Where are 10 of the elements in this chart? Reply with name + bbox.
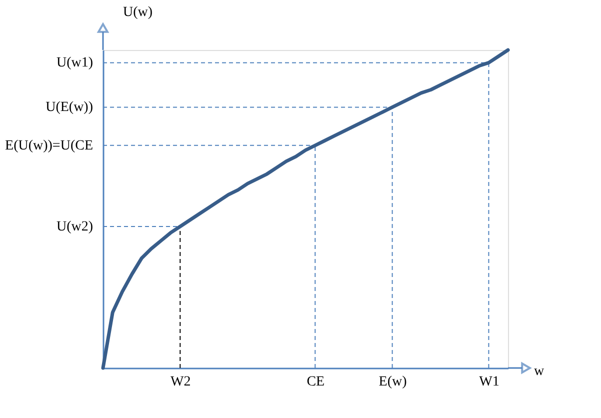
x-tick-label: E(w) (378, 374, 408, 390)
y-axis-title: U(w) (123, 5, 153, 20)
ref-line-label: U(E(w)) (46, 100, 94, 116)
ref-line-label: U(w1) (56, 56, 94, 71)
x-tick-label: W1 (479, 374, 500, 390)
x-tick-label: CE (306, 374, 325, 390)
ref-line-label: U(w2) (56, 219, 94, 234)
x-axis-title: w (534, 364, 545, 379)
x-tick-label: W2 (170, 374, 191, 390)
ref-line-label: E(U(w))=U(CE (5, 138, 93, 154)
